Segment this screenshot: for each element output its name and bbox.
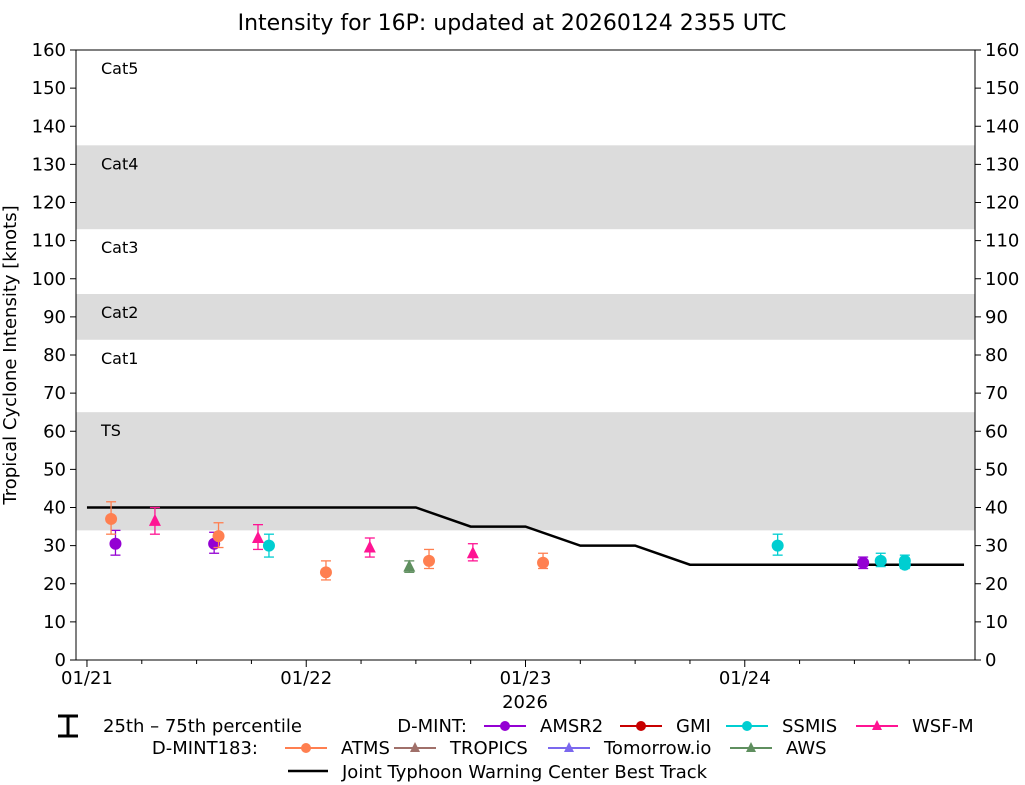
legend-label-gmi: GMI — [676, 716, 711, 737]
x-axis-label: 2026 — [502, 692, 548, 713]
category-band-ts — [76, 412, 975, 531]
y-tick-label-right: 80 — [985, 345, 1008, 366]
y-tick-label-right: 60 — [985, 421, 1008, 442]
legend: 25th – 75th percentile D-MINT: D-MINT183: A… — [58, 714, 974, 783]
category-label-cat2: Cat2 — [101, 303, 138, 322]
data-point-wsf-m — [363, 540, 376, 553]
y-tick-label-left: 40 — [43, 498, 66, 519]
y-tick-label-right: 50 — [985, 459, 1008, 480]
y-tick-label-left: 120 — [32, 193, 66, 214]
legend-label-wsf-m: WSF-M — [912, 716, 974, 737]
data-point-amsr2 — [857, 556, 870, 569]
y-tick-label-right: 140 — [985, 116, 1019, 137]
data-point-wsf-m — [251, 531, 264, 543]
legend-label-aws: AWS — [786, 738, 827, 759]
data-point-atms — [105, 512, 118, 525]
y-tick-label-right: 150 — [985, 78, 1019, 99]
data-point-atms — [319, 566, 332, 579]
data-point-ssmis — [262, 539, 275, 552]
category-label-cat3: Cat3 — [101, 238, 138, 257]
y-tick-label-right: 20 — [985, 574, 1008, 595]
percentile-label: 25th – 75th percentile — [103, 716, 302, 737]
y-tick-label-left: 150 — [32, 78, 66, 99]
legend-label-ssmis: SSMIS — [782, 716, 837, 737]
y-tick-label-right: 130 — [985, 154, 1019, 175]
x-tick-label: 01/23 — [500, 668, 552, 689]
legend-label-best-track: Joint Typhoon Warning Center Best Track — [341, 762, 708, 783]
data-point-ssmis — [771, 539, 784, 552]
x-tick-label: 01/22 — [280, 668, 332, 689]
y-tick-label-right: 100 — [985, 269, 1019, 290]
y-tick-label-right: 70 — [985, 383, 1008, 404]
y-tick-label-left: 20 — [43, 574, 66, 595]
legend-label-atms: ATMS — [341, 738, 390, 759]
data-point-aws — [403, 559, 416, 572]
data-point-wsf-m — [466, 546, 479, 559]
legend-marker-gmi — [636, 721, 646, 731]
y-tick-label-right: 10 — [985, 612, 1008, 633]
legend-marker-tropics — [410, 742, 420, 752]
y-tick-label-left: 0 — [55, 650, 66, 671]
y-tick-label-right: 90 — [985, 307, 1008, 328]
y-tick-label-left: 140 — [32, 116, 66, 137]
legend-marker-atms — [301, 743, 311, 753]
y-tick-label-right: 120 — [985, 193, 1019, 214]
y-axis-label: Tropical Cyclone Intensity [knots] — [0, 205, 21, 505]
legend-marker-tomorrow.io — [564, 742, 574, 752]
y-tick-label-right: 40 — [985, 498, 1008, 519]
data-point-ssmis — [874, 554, 887, 567]
y-tick-label-right: 30 — [985, 536, 1008, 557]
best-track-line — [86, 506, 965, 566]
legend-marker-wsf-m — [872, 720, 882, 730]
legend-marker-aws — [746, 742, 756, 752]
y-tick-label-left: 90 — [43, 307, 66, 328]
x-tick-label: 01/21 — [61, 668, 113, 689]
y-tick-label-left: 130 — [32, 154, 66, 175]
plot-area: TS Cat1 Cat2 Cat3 Cat4 Cat5 0 0 10 10 20 20 30 30 40 40… — [32, 40, 1020, 689]
category-label-ts: TS — [100, 421, 121, 440]
y-tick-label-left: 110 — [32, 231, 66, 252]
legend-group-dmint183: D-MINT183: — [152, 738, 258, 759]
y-tick-label-left: 70 — [43, 383, 66, 404]
legend-group-dmint: D-MINT: — [397, 716, 467, 737]
category-label-cat1: Cat1 — [101, 349, 138, 368]
category-label-cat4: Cat4 — [101, 154, 138, 173]
y-tick-label-left: 10 — [43, 612, 66, 633]
x-tick-label: 01/24 — [719, 668, 771, 689]
y-tick-label-left: 100 — [32, 269, 66, 290]
y-tick-label-left: 160 — [32, 40, 66, 61]
y-tick-label-right: 110 — [985, 231, 1019, 252]
data-point-atms — [537, 556, 550, 569]
category-label-cat5: Cat5 — [101, 59, 138, 78]
axes-frame — [75, 49, 976, 661]
data-point-atms — [423, 554, 436, 567]
data-point-wsf-m — [148, 513, 161, 526]
y-tick-label-left: 30 — [43, 536, 66, 557]
data-point-amsr2 — [109, 537, 122, 550]
y-tick-label-right: 160 — [985, 40, 1019, 61]
legend-marker-ssmis — [742, 721, 752, 731]
y-tick-label-left: 60 — [43, 421, 66, 442]
y-tick-label-right: 0 — [985, 650, 996, 671]
category-band-cat2 — [76, 294, 975, 340]
category-band-cat4 — [76, 145, 975, 230]
y-tick-label-left: 80 — [43, 345, 66, 366]
legend-marker-amsr2 — [500, 721, 510, 731]
y-tick-label-left: 50 — [43, 459, 66, 480]
data-point-atms — [212, 530, 225, 543]
legend-label-tropics: TROPICS — [449, 738, 528, 759]
legend-label-tomorrow.io: Tomorrow.io — [603, 738, 711, 759]
chart-title: Intensity for 16P: updated at 20260124 2… — [238, 11, 787, 36]
legend-label-amsr2: AMSR2 — [540, 716, 603, 737]
data-point-ssmis — [898, 558, 911, 571]
